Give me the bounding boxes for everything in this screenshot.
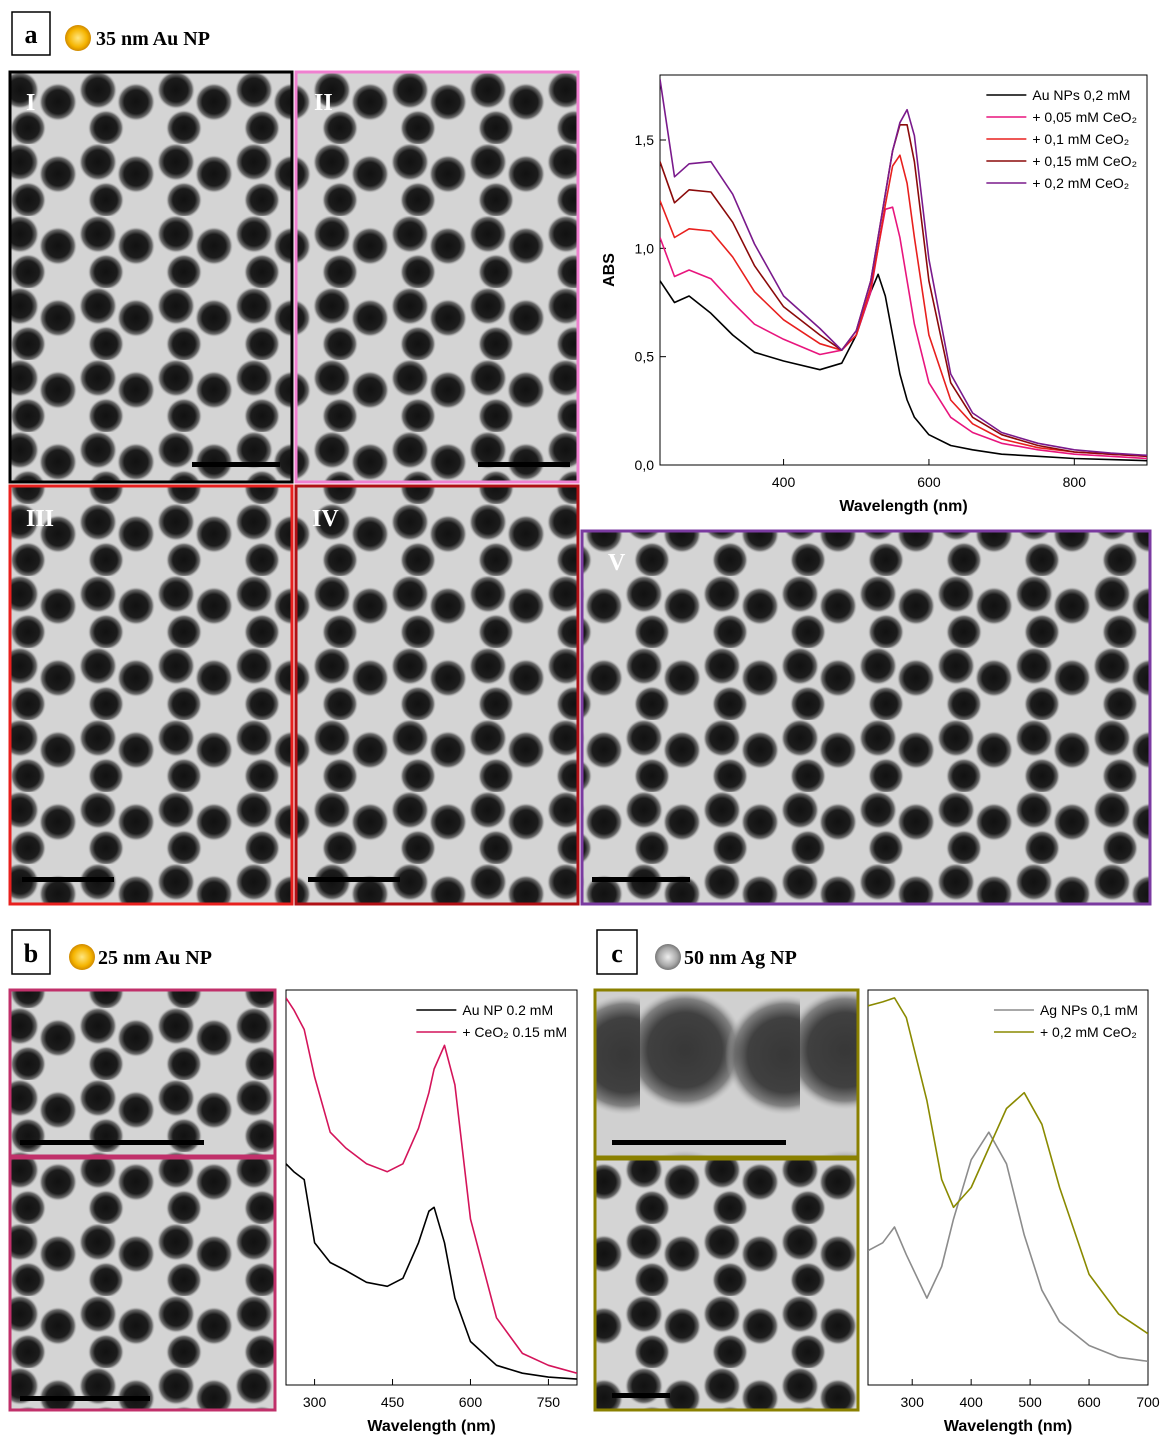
panel-title: 25 nm Au NP [98, 947, 212, 969]
tem-image [296, 486, 578, 904]
y-axis-label: ABS [601, 253, 618, 287]
figure: a 35 nm Au NP I II III IV V b 25 nm Au N… [0, 0, 1163, 1443]
legend-label: + 0,2 mM CeO₂ [1032, 175, 1129, 191]
image-label: III [26, 506, 54, 532]
particle-icon [69, 944, 95, 970]
x-tick-label: 300 [303, 1394, 327, 1410]
x-tick-label: 600 [1077, 1394, 1101, 1410]
legend-label: + 0,1 mM CeO₂ [1032, 131, 1129, 147]
legend-label: + 0,15 mM CeO₂ [1032, 153, 1137, 169]
x-tick-label: 600 [459, 1394, 483, 1410]
panel-label: b [24, 939, 38, 968]
particle-icon [65, 25, 91, 51]
x-axis-label: Wavelength (nm) [367, 1418, 495, 1435]
legend-label: + CeO₂ 0.15 mM [462, 1024, 567, 1040]
particle-icon [655, 944, 681, 970]
tem-image [10, 72, 292, 482]
x-tick-label: 400 [959, 1394, 983, 1410]
scale-bar [612, 1140, 786, 1145]
x-tick-label: 500 [1018, 1394, 1042, 1410]
tem-image [296, 72, 578, 482]
legend-label: Au NP 0.2 mM [462, 1002, 553, 1018]
x-tick-label: 450 [381, 1394, 405, 1410]
panel-title: 35 nm Au NP [96, 28, 210, 50]
scale-bar [20, 1396, 150, 1401]
panel-label: a [25, 20, 38, 49]
tem-image [582, 531, 1150, 904]
tem-image [10, 990, 275, 1156]
image-label: V [608, 550, 626, 576]
scale-bar [478, 462, 570, 467]
scale-bar [192, 462, 280, 467]
y-tick-label: 0,5 [635, 349, 655, 365]
scale-bar [20, 1140, 204, 1145]
x-tick-label: 700 [1136, 1394, 1160, 1410]
x-axis-label: Wavelength (nm) [944, 1418, 1072, 1435]
image-label: II [314, 90, 333, 116]
image-label: IV [312, 506, 339, 532]
plot-frame [868, 990, 1148, 1385]
y-tick-label: 1,0 [635, 240, 655, 256]
x-tick-label: 400 [772, 474, 796, 490]
image-label: I [26, 90, 35, 116]
scale-bar [22, 877, 114, 882]
scale-bar [592, 877, 690, 882]
legend-label: + 0,05 mM CeO₂ [1032, 109, 1137, 125]
tem-image [595, 1159, 858, 1410]
panel-label: c [611, 939, 623, 968]
tem-image [10, 1158, 275, 1410]
scale-bar [612, 1393, 670, 1398]
legend-label: + 0,2 mM CeO₂ [1040, 1024, 1137, 1040]
y-tick-label: 1,5 [635, 132, 655, 148]
tem-image [595, 990, 858, 1157]
x-tick-label: 300 [901, 1394, 925, 1410]
legend-label: Au NPs 0,2 mM [1032, 87, 1130, 103]
scale-bar [308, 877, 400, 882]
legend-label: Ag NPs 0,1 mM [1040, 1002, 1138, 1018]
tem-image [10, 486, 292, 904]
x-tick-label: 800 [1063, 474, 1087, 490]
plot-frame [286, 990, 577, 1385]
y-tick-label: 0,0 [635, 457, 655, 473]
x-tick-label: 600 [917, 474, 941, 490]
x-axis-label: Wavelength (nm) [839, 498, 967, 515]
x-tick-label: 750 [537, 1394, 561, 1410]
panel-title: 50 nm Ag NP [684, 947, 797, 969]
